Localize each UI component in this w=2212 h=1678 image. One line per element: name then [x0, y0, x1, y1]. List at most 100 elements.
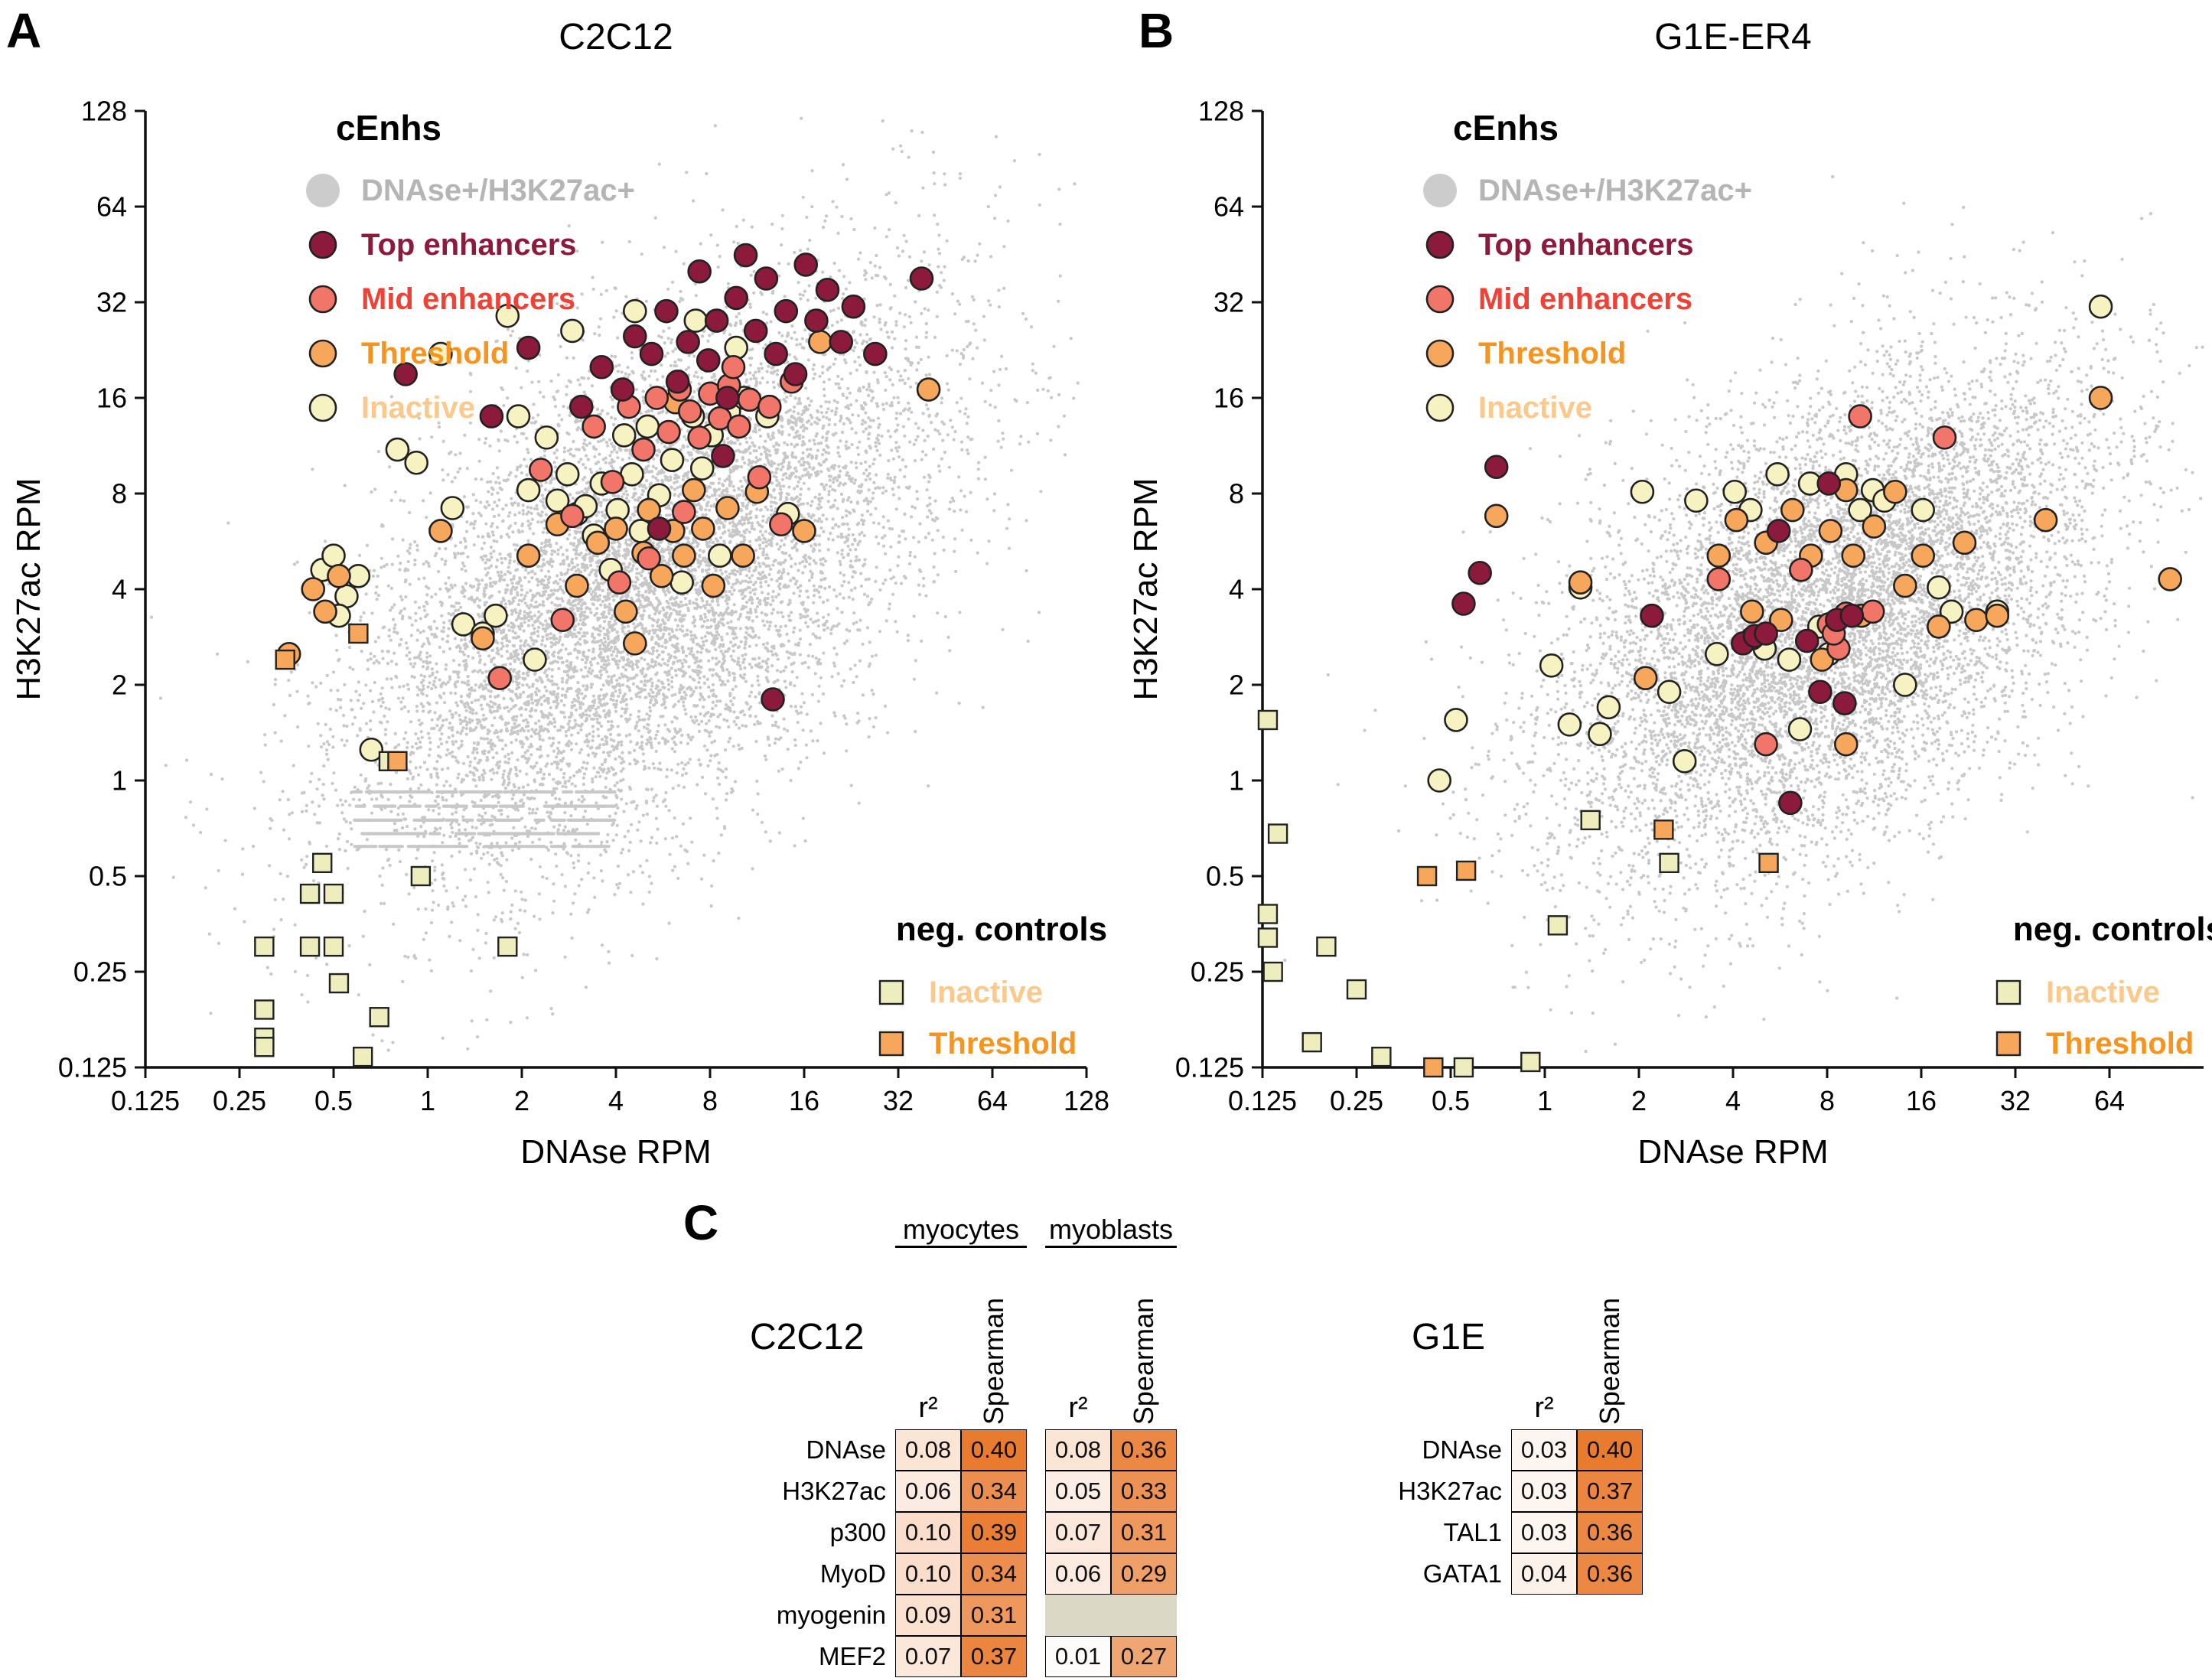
x-tick-label: 4 — [608, 1085, 624, 1116]
x-tick-label: 1 — [1537, 1085, 1552, 1116]
point-top-enhancers — [829, 330, 854, 354]
point-inactive — [1672, 748, 1697, 774]
y-tick-label: 16 — [1214, 383, 1244, 414]
point-top-enhancers — [754, 266, 779, 291]
point-mid-enhancers — [737, 387, 762, 412]
point-inactive — [1777, 647, 1802, 672]
series-top-enhancers — [1451, 455, 1865, 816]
point-neg-inactive — [1580, 810, 1601, 831]
value-cell-h3k27ac-2: 0.05 — [1045, 1471, 1111, 1512]
point-threshold — [1706, 543, 1731, 568]
point-mid-enhancers — [607, 570, 632, 595]
point-top-enhancers — [516, 335, 541, 360]
point-neg-inactive — [254, 1037, 275, 1057]
value-cell-dnase-0: 0.03 — [1511, 1429, 1577, 1471]
y-tick-label: 64 — [96, 191, 127, 223]
point-inactive — [669, 570, 694, 595]
point-mid-enhancers — [727, 414, 751, 439]
point-mid-enhancers — [721, 354, 746, 380]
neg-threshold-legend-label: Threshold — [929, 1027, 1077, 1061]
point-mid-enhancers — [769, 512, 793, 537]
neg-threshold-legend-marker — [1995, 1031, 2021, 1057]
column-header-1: Spearman — [1577, 1249, 1643, 1429]
x-tick-label: 128 — [1064, 1085, 1109, 1116]
point-inactive — [428, 341, 453, 367]
value-cell-mef2-0: 0.07 — [895, 1636, 961, 1677]
point-neg-inactive — [299, 883, 321, 904]
point-threshold — [2158, 567, 2182, 591]
point-top-enhancers — [774, 298, 799, 324]
point-neg-inactive — [328, 973, 350, 994]
point-top-enhancers — [783, 362, 808, 386]
point-mid-enhancers — [644, 386, 669, 410]
value-cell-gata1-1: 0.36 — [1577, 1553, 1643, 1595]
mid-enhancers-legend-marker — [1425, 285, 1455, 314]
point-inactive — [321, 543, 346, 568]
point-threshold — [1568, 570, 1593, 595]
cenhs-legend-title: cEnhs — [1453, 108, 1559, 148]
panel-a-letter: A — [6, 3, 42, 58]
x-tick-label: 32 — [883, 1085, 914, 1116]
dnase-h3k27ac-legend-label: DNAse+/H3K27ac+ — [361, 174, 635, 207]
column-group-myoblasts: myoblasts — [1045, 1214, 1177, 1248]
neg-controls-legend-title: neg. controls — [2013, 911, 2212, 948]
point-top-enhancers — [479, 404, 504, 428]
point-neg-inactive — [1257, 709, 1279, 731]
point-threshold — [701, 573, 726, 598]
mid-enhancers-legend-label: Mid enhancers — [1478, 282, 1692, 316]
point-mid-enhancers — [687, 425, 712, 450]
x-tick-label: 1 — [420, 1085, 435, 1116]
value-cell-mef2-2: 0.01 — [1045, 1636, 1111, 1677]
point-neg-inactive — [1257, 904, 1279, 924]
series-neg-inactive — [1257, 709, 1679, 1078]
column-header-label: r² — [1534, 1392, 1554, 1424]
point-mid-enhancers — [1754, 731, 1778, 757]
row-label-tal1: TAL1 — [1443, 1518, 1502, 1546]
point-inactive — [404, 450, 429, 475]
point-top-enhancers — [724, 285, 748, 311]
point-top-enhancers — [1754, 621, 1778, 646]
neg-inactive-legend-marker — [1995, 979, 2021, 1005]
point-inactive — [1588, 722, 1612, 747]
value-cell-mef2-1: 0.37 — [961, 1636, 1027, 1677]
neg-controls-legend-title: neg. controls — [896, 911, 1107, 948]
point-neg-threshold — [348, 623, 369, 644]
value-cell-tal1-1: 0.36 — [1577, 1512, 1643, 1553]
correlation-panel: C2C12 G1E myocytes myoblasts r² Spearman r² S… — [0, 1194, 2212, 1678]
value-cell-p300-2: 0.07 — [1045, 1512, 1111, 1553]
point-inactive — [689, 456, 715, 481]
value-cell-h3k27ac-1: 0.37 — [1577, 1471, 1643, 1512]
series-mid-enhancers — [487, 354, 804, 691]
point-mid-enhancers — [582, 414, 606, 439]
point-threshold — [1862, 514, 1887, 539]
c2c12-table-label: C2C12 — [750, 1317, 865, 1357]
row-label-h3k27ac: H3K27ac — [782, 1477, 886, 1505]
point-threshold — [623, 631, 647, 656]
point-top-enhancers — [676, 330, 700, 354]
point-threshold — [1834, 731, 1859, 757]
point-mid-enhancers — [560, 503, 585, 529]
column-header-label: Spearman — [978, 1297, 1009, 1425]
point-neg-inactive — [1262, 961, 1283, 982]
value-cell-myod-2: 0.06 — [1045, 1553, 1111, 1595]
neg-inactive-legend-label: Inactive — [2046, 976, 2160, 1009]
cenhs-legend: cEnhs DNAse+/H3K27ac+ Top enhancers Mid enh… — [1423, 108, 1752, 425]
point-inactive — [359, 737, 384, 762]
value-cell-mef2-3: 0.27 — [1111, 1636, 1177, 1677]
point-threshold — [715, 496, 740, 520]
point-top-enhancers — [793, 253, 819, 277]
point-inactive — [1927, 575, 1951, 600]
point-inactive — [1893, 673, 1917, 697]
point-inactive — [555, 461, 580, 487]
value-cell-dnase-0: 0.08 — [895, 1429, 961, 1471]
y-axis: 128 64 32 16 8 4 2 1 0.5 0.25 0.125 — [58, 96, 145, 1083]
y-tick-label: 8 — [1229, 478, 1244, 510]
point-inactive — [683, 308, 709, 333]
y-axis: 128 64 32 16 8 4 2 1 0.5 0.25 0.125 — [1175, 96, 1262, 1083]
point-threshold — [1927, 614, 1951, 639]
point-mid-enhancers — [487, 666, 512, 691]
point-threshold — [1810, 647, 1835, 672]
point-inactive — [1684, 488, 1709, 513]
point-mid-enhancers — [757, 394, 782, 419]
point-top-enhancers — [639, 341, 664, 367]
